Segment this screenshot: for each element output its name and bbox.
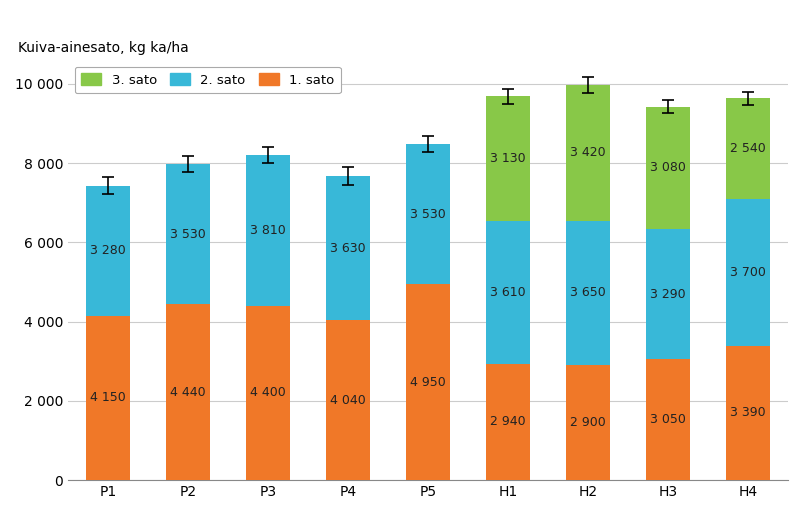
Bar (166, 304, 210, 480)
Bar (646, 229, 689, 359)
Text: Kuiva-ainesato, kg ka/ha: Kuiva-ainesato, kg ka/ha (18, 41, 188, 54)
Text: 3 050: 3 050 (650, 413, 685, 426)
Bar (485, 97, 529, 221)
Bar (406, 144, 449, 284)
Text: 2 940: 2 940 (489, 415, 525, 428)
Bar (565, 221, 610, 365)
Text: 3 420: 3 420 (569, 146, 605, 159)
Bar (725, 99, 769, 199)
Text: 4 950: 4 950 (410, 376, 445, 389)
Bar (565, 365, 610, 480)
Bar (86, 316, 130, 480)
Text: 2 900: 2 900 (569, 416, 606, 429)
Text: 3 290: 3 290 (650, 287, 685, 301)
Bar (86, 186, 130, 316)
Text: 3 700: 3 700 (729, 266, 765, 279)
Text: 3 810: 3 810 (250, 224, 286, 237)
Bar (245, 306, 290, 480)
Bar (406, 284, 449, 480)
Text: 3 390: 3 390 (729, 407, 765, 419)
Text: 3 610: 3 610 (489, 286, 525, 299)
Bar (326, 320, 370, 480)
Text: 4 440: 4 440 (170, 386, 205, 399)
Bar (725, 199, 769, 346)
Text: 3 630: 3 630 (330, 242, 366, 254)
Bar (565, 85, 610, 221)
Text: 4 150: 4 150 (90, 391, 126, 405)
Text: 3 280: 3 280 (90, 244, 126, 257)
Bar (646, 107, 689, 229)
Text: 3 130: 3 130 (489, 152, 525, 165)
Bar (326, 176, 370, 320)
Bar (646, 359, 689, 480)
Text: 3 530: 3 530 (170, 228, 205, 241)
Text: 3 650: 3 650 (569, 286, 606, 299)
Text: 4 040: 4 040 (330, 394, 366, 407)
Bar (245, 155, 290, 306)
Text: 3 530: 3 530 (410, 208, 445, 221)
Bar (725, 346, 769, 480)
Bar (166, 164, 210, 304)
Text: 4 400: 4 400 (250, 387, 286, 399)
Text: 3 080: 3 080 (650, 161, 685, 174)
Bar (485, 221, 529, 363)
Bar (485, 363, 529, 480)
Text: 2 540: 2 540 (729, 142, 765, 155)
Legend: 3. sato, 2. sato, 1. sato: 3. sato, 2. sato, 1. sato (75, 67, 341, 93)
